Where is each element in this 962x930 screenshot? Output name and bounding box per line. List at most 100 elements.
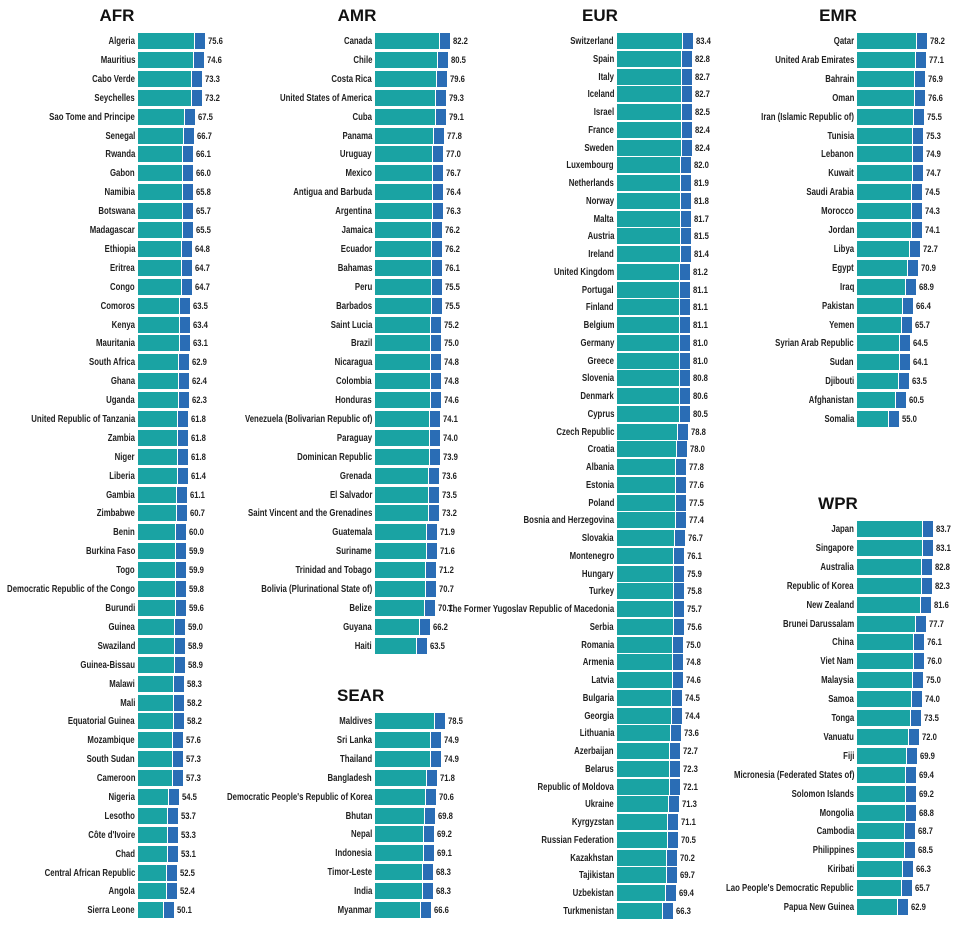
bar-accent-segment bbox=[180, 335, 190, 351]
bar-label: Czech Republic bbox=[555, 427, 614, 438]
bar-label: Oman bbox=[831, 93, 854, 104]
bar-label: Tunisia bbox=[827, 131, 854, 142]
bar-main-segment bbox=[138, 430, 177, 446]
bar-value: 82.7 bbox=[695, 72, 710, 82]
bar-main-segment bbox=[375, 184, 432, 200]
bar-value: 74.6 bbox=[686, 675, 701, 685]
bar bbox=[375, 109, 446, 125]
bar-accent-segment bbox=[174, 713, 184, 729]
bar-value: 74.9 bbox=[926, 149, 941, 159]
bar-accent-segment bbox=[417, 638, 427, 654]
bar bbox=[138, 71, 202, 87]
bar-accent-segment bbox=[913, 146, 923, 162]
bar-main-segment bbox=[617, 335, 679, 351]
bar bbox=[138, 619, 185, 635]
bar-accent-segment bbox=[177, 505, 187, 521]
bar-label: Malta bbox=[594, 214, 614, 225]
bar-accent-segment bbox=[675, 530, 685, 546]
bar bbox=[138, 883, 177, 899]
bar bbox=[138, 562, 186, 578]
bar-label: United Arab Emirates bbox=[774, 55, 854, 66]
bar bbox=[138, 695, 184, 711]
bar-label: Bulgaria bbox=[582, 693, 614, 704]
bar-label: Burundi bbox=[105, 603, 135, 614]
bar bbox=[375, 146, 443, 162]
bar-main-segment bbox=[375, 317, 430, 333]
bar-accent-segment bbox=[680, 264, 690, 280]
bar-main-segment bbox=[617, 601, 673, 617]
bar-main-segment bbox=[138, 354, 178, 370]
bar-label: Slovenia bbox=[581, 373, 614, 384]
bar-value: 64.7 bbox=[195, 282, 210, 292]
bar-value: 75.6 bbox=[687, 622, 702, 632]
bar-main-segment bbox=[375, 354, 430, 370]
bar-label: Fiji bbox=[842, 751, 854, 762]
bar-main-segment bbox=[857, 861, 902, 877]
bar bbox=[375, 373, 441, 389]
bar-value: 69.4 bbox=[679, 888, 694, 898]
bar-value: 75.9 bbox=[687, 569, 702, 579]
bar-value: 57.3 bbox=[186, 773, 201, 783]
bar bbox=[617, 104, 692, 120]
bar-value: 81.5 bbox=[694, 231, 709, 241]
bar-value: 69.4 bbox=[919, 770, 934, 780]
bar-accent-segment bbox=[429, 468, 439, 484]
bar-label: Ghana bbox=[110, 376, 135, 387]
bar-value: 62.3 bbox=[192, 395, 207, 405]
bar-label: Malaysia bbox=[821, 675, 854, 686]
bar-main-segment bbox=[617, 51, 681, 67]
bar-main-segment bbox=[138, 562, 175, 578]
bar-value: 73.3 bbox=[205, 74, 220, 84]
bar-main-segment bbox=[375, 90, 435, 106]
bar bbox=[617, 228, 691, 244]
bar-main-segment bbox=[375, 128, 433, 144]
bar bbox=[617, 725, 681, 741]
bar-value: 66.0 bbox=[196, 168, 211, 178]
bar-accent-segment bbox=[907, 748, 917, 764]
bar-main-segment bbox=[617, 69, 681, 85]
bar-label: Luxembourg bbox=[566, 160, 614, 171]
bar-main-segment bbox=[138, 222, 182, 238]
bar-accent-segment bbox=[176, 543, 186, 559]
bar-value: 75.3 bbox=[926, 131, 941, 141]
bar-value: 63.5 bbox=[193, 301, 208, 311]
bar bbox=[857, 317, 912, 333]
bar-label: Portugal bbox=[582, 285, 614, 296]
bar-label: Albania bbox=[585, 462, 614, 473]
bar-main-segment bbox=[375, 449, 429, 465]
bar-value: 71.2 bbox=[439, 565, 454, 575]
bar-accent-segment bbox=[180, 298, 190, 314]
bar-label: Malawi bbox=[109, 679, 135, 690]
bar-accent-segment bbox=[906, 786, 916, 802]
bar-label: Libya bbox=[833, 244, 854, 255]
bar-value: 69.2 bbox=[437, 829, 452, 839]
bar-main-segment bbox=[857, 165, 912, 181]
bar-label: Haiti bbox=[355, 641, 372, 652]
bar-label: Azerbaijan bbox=[574, 746, 614, 757]
bar bbox=[138, 392, 189, 408]
bar-main-segment bbox=[138, 865, 166, 881]
bar bbox=[375, 600, 435, 616]
bar-label: Colombia bbox=[336, 376, 372, 387]
bar-label: Cambodia bbox=[816, 826, 854, 837]
bar-accent-segment bbox=[681, 157, 691, 173]
bar-label: Mali bbox=[119, 698, 135, 709]
bar-accent-segment bbox=[432, 241, 442, 257]
bar-accent-segment bbox=[922, 559, 932, 575]
bar-label: Namibia bbox=[104, 187, 135, 198]
bar-value: 68.8 bbox=[919, 808, 934, 818]
bar-main-segment bbox=[138, 487, 176, 503]
bar-value: 54.5 bbox=[182, 792, 197, 802]
bar-value: 78.0 bbox=[690, 444, 705, 454]
bar-value: 72.3 bbox=[683, 764, 698, 774]
bar-accent-segment bbox=[431, 335, 441, 351]
bar-value: 66.4 bbox=[916, 301, 931, 311]
bar-label: Armenia bbox=[582, 657, 614, 668]
bar-main-segment bbox=[857, 710, 910, 726]
bar-label: Côte d'Ivoire bbox=[88, 830, 135, 841]
bar bbox=[617, 388, 690, 404]
bar-value: 82.7 bbox=[695, 89, 710, 99]
bar bbox=[375, 222, 442, 238]
bar-value: 65.8 bbox=[196, 187, 211, 197]
bar-accent-segment bbox=[673, 654, 683, 670]
